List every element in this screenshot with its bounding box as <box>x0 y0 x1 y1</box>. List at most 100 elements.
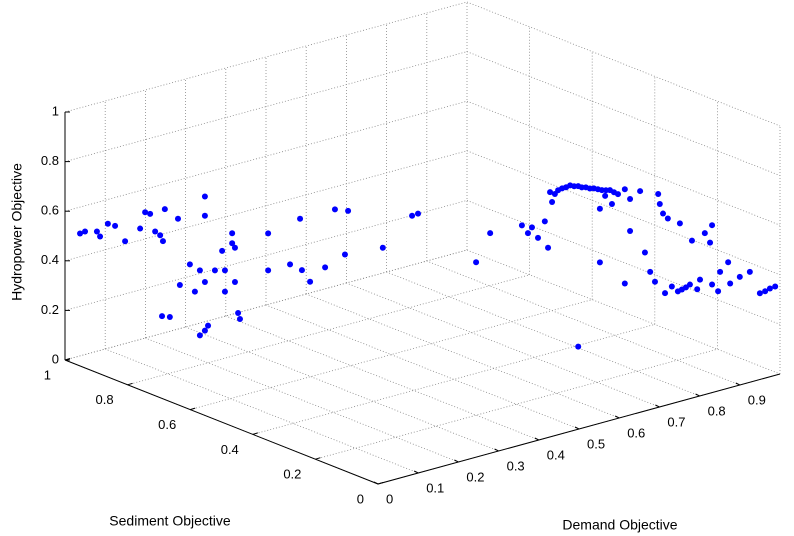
data-point <box>524 230 531 237</box>
data-point <box>518 222 525 229</box>
data-point <box>686 281 693 288</box>
data-point <box>122 238 129 245</box>
grid-line <box>190 299 593 410</box>
data-point <box>727 280 734 287</box>
data-point <box>766 285 773 292</box>
z-tick-label: 0.2 <box>41 302 59 317</box>
data-point <box>709 222 716 229</box>
data-point <box>534 234 541 241</box>
data-point <box>112 222 119 229</box>
data-point <box>621 186 628 193</box>
data-point <box>157 232 164 239</box>
data-point <box>186 261 193 268</box>
data-point <box>77 230 84 237</box>
tick-mark <box>315 457 321 460</box>
tick-mark <box>373 481 379 485</box>
tick-mark <box>655 404 660 408</box>
data-point <box>725 259 732 266</box>
z-tick-label: 1 <box>52 103 59 118</box>
data-point <box>201 193 208 200</box>
grid-line <box>105 348 419 474</box>
x-tick-label: 0.1 <box>426 480 444 495</box>
grid-line <box>466 150 781 276</box>
data-point <box>265 230 272 237</box>
z-tick-label: 0 <box>52 351 59 366</box>
data-point <box>473 259 480 266</box>
data-point <box>137 225 144 232</box>
data-point <box>627 228 634 235</box>
x-tick-label: 0 <box>386 491 393 506</box>
z-tick-label: 0.4 <box>41 252 59 267</box>
data-point <box>662 290 669 297</box>
data-point <box>236 315 243 322</box>
data-point <box>596 205 603 212</box>
data-point <box>651 278 658 285</box>
grid-line <box>386 271 700 397</box>
data-point <box>322 264 329 271</box>
data-point <box>762 288 769 295</box>
data-point <box>694 286 701 293</box>
data-point <box>415 210 422 217</box>
data-point <box>219 247 226 254</box>
tick-mark <box>190 407 196 411</box>
data-point <box>717 268 724 275</box>
data-point <box>201 279 208 286</box>
data-point <box>709 281 716 288</box>
x-tick-label: 0.3 <box>507 458 525 473</box>
data-point <box>297 215 304 222</box>
data-point <box>166 313 173 320</box>
data-point <box>637 188 644 195</box>
data-point <box>331 206 338 213</box>
grid-line <box>265 304 580 430</box>
data-point <box>736 273 743 280</box>
data-point <box>82 228 89 235</box>
grid-line <box>466 51 781 176</box>
x-tick-label: 0.7 <box>667 414 685 429</box>
x-axis-label: Demand Objective <box>562 517 677 533</box>
data-point <box>191 288 198 295</box>
data-point <box>201 212 208 219</box>
data-point <box>307 278 314 285</box>
data-point <box>756 290 763 297</box>
grid-line <box>64 249 468 361</box>
y-tick-label: 0.4 <box>221 442 239 457</box>
x-tick-label: 0.9 <box>748 392 766 407</box>
data-point <box>656 201 663 208</box>
y-tick-label: 0.2 <box>283 467 301 482</box>
data-point <box>147 210 154 217</box>
data-point <box>341 251 348 258</box>
data-point <box>287 261 294 268</box>
grid-line <box>185 326 499 452</box>
data-point <box>104 220 111 227</box>
data-point <box>205 322 212 329</box>
data-point <box>176 281 183 288</box>
data-point <box>211 267 218 274</box>
data-point <box>142 209 149 216</box>
data-point <box>676 220 683 227</box>
data-point <box>772 283 779 290</box>
grid-line <box>64 150 468 262</box>
grid-line <box>306 293 620 419</box>
grid-line <box>64 51 468 162</box>
data-point <box>655 191 662 198</box>
z-axis-label: Hydropower Objective <box>9 163 25 301</box>
data-point <box>409 212 416 219</box>
tick-mark <box>64 358 71 361</box>
grid-line <box>64 200 468 311</box>
x-tick-label: 0.6 <box>627 425 645 440</box>
data-point <box>746 268 753 275</box>
tick-mark <box>413 470 419 474</box>
data-point <box>596 259 603 266</box>
y-tick-label: 0.8 <box>96 392 114 407</box>
tick-mark <box>252 432 258 435</box>
tick-mark <box>695 393 700 397</box>
data-point <box>229 240 236 247</box>
grid-line <box>466 1 781 127</box>
data-point <box>196 332 203 339</box>
data-point <box>97 233 104 240</box>
data-point <box>159 238 166 245</box>
tick-mark <box>127 382 133 386</box>
data-point <box>265 267 272 274</box>
data-point <box>345 207 352 214</box>
